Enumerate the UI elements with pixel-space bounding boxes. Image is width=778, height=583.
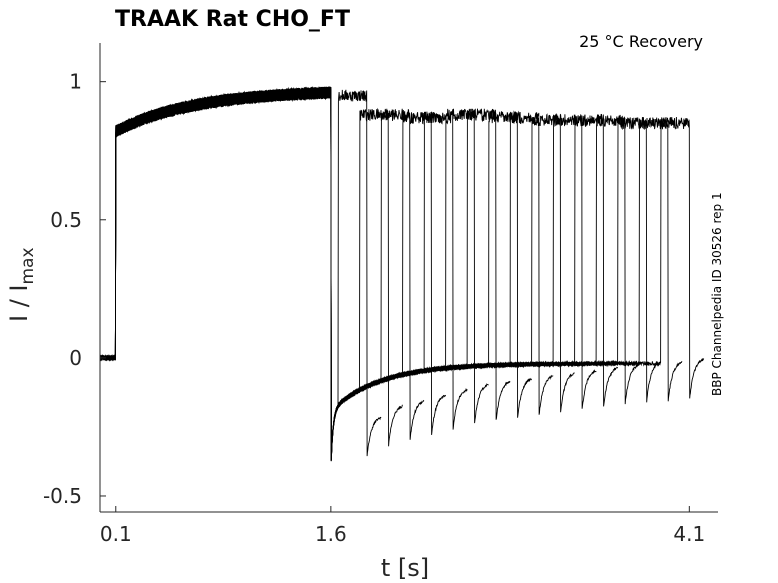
condition-annotation: 25 °C Recovery [579, 32, 703, 51]
x-tick-label: 0.1 [100, 522, 132, 546]
y-axis-label: I / Imax [5, 247, 38, 322]
svg-text:I / Imax: I / Imax [5, 247, 38, 322]
sweep-trace-4 [99, 87, 447, 462]
sweep-trace-15 [99, 86, 683, 461]
sweep-trace-13 [99, 86, 640, 460]
sweep-trace-11 [99, 86, 597, 459]
y-tick-label: 1 [69, 70, 82, 94]
sweep-trace-6 [99, 85, 489, 459]
y-tick-label: 0.5 [50, 208, 82, 232]
x-axis-label: t [s] [381, 554, 429, 582]
traces [99, 85, 705, 462]
y-label-sub: max [18, 247, 38, 284]
sweep-trace-14 [99, 86, 662, 461]
sweep-trace-7 [99, 86, 511, 458]
sweep-trace-9 [99, 86, 554, 461]
source-label: BBP Channelpedia ID 30526 rep 1 [710, 192, 724, 396]
sweep-trace-10 [100, 86, 575, 459]
y-tick-label: 0 [69, 346, 82, 370]
sweep-trace-12 [99, 86, 619, 461]
sweep-trace-3 [99, 86, 425, 461]
y-tick-label: -0.5 [43, 484, 82, 508]
x-tick-label: 4.1 [673, 522, 705, 546]
sweep-trace-16 [99, 86, 705, 460]
y-label-main: I / I [5, 285, 33, 323]
x-tick-label: 1.6 [315, 522, 347, 546]
sweep-trace-2 [99, 86, 403, 459]
chart-title: TRAAK Rat CHO_FT [115, 7, 350, 32]
sweep-trace-5 [99, 86, 468, 461]
